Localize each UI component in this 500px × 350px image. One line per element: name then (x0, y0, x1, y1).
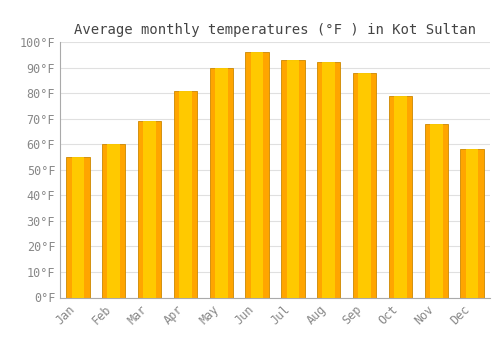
Bar (317, 62, 340, 298)
Bar (143, 121, 156, 298)
Bar (102, 144, 126, 298)
Bar (460, 149, 483, 298)
Bar (389, 96, 412, 298)
Bar (66, 157, 90, 298)
Bar (179, 91, 192, 298)
Bar (174, 91, 197, 298)
Bar (322, 62, 335, 298)
Bar (72, 157, 85, 298)
Bar (250, 52, 264, 298)
Bar (215, 68, 228, 298)
Bar (138, 121, 161, 298)
Title: Average monthly temperatures (°F ) in Kot Sultan: Average monthly temperatures (°F ) in Ko… (74, 23, 476, 37)
Bar (394, 96, 407, 298)
Bar (282, 60, 304, 298)
Bar (108, 144, 120, 298)
Bar (430, 124, 442, 298)
Bar (353, 73, 376, 298)
Bar (358, 73, 371, 298)
Bar (466, 149, 478, 298)
Bar (210, 68, 233, 298)
Bar (246, 52, 268, 298)
Bar (286, 60, 300, 298)
Bar (424, 124, 448, 298)
